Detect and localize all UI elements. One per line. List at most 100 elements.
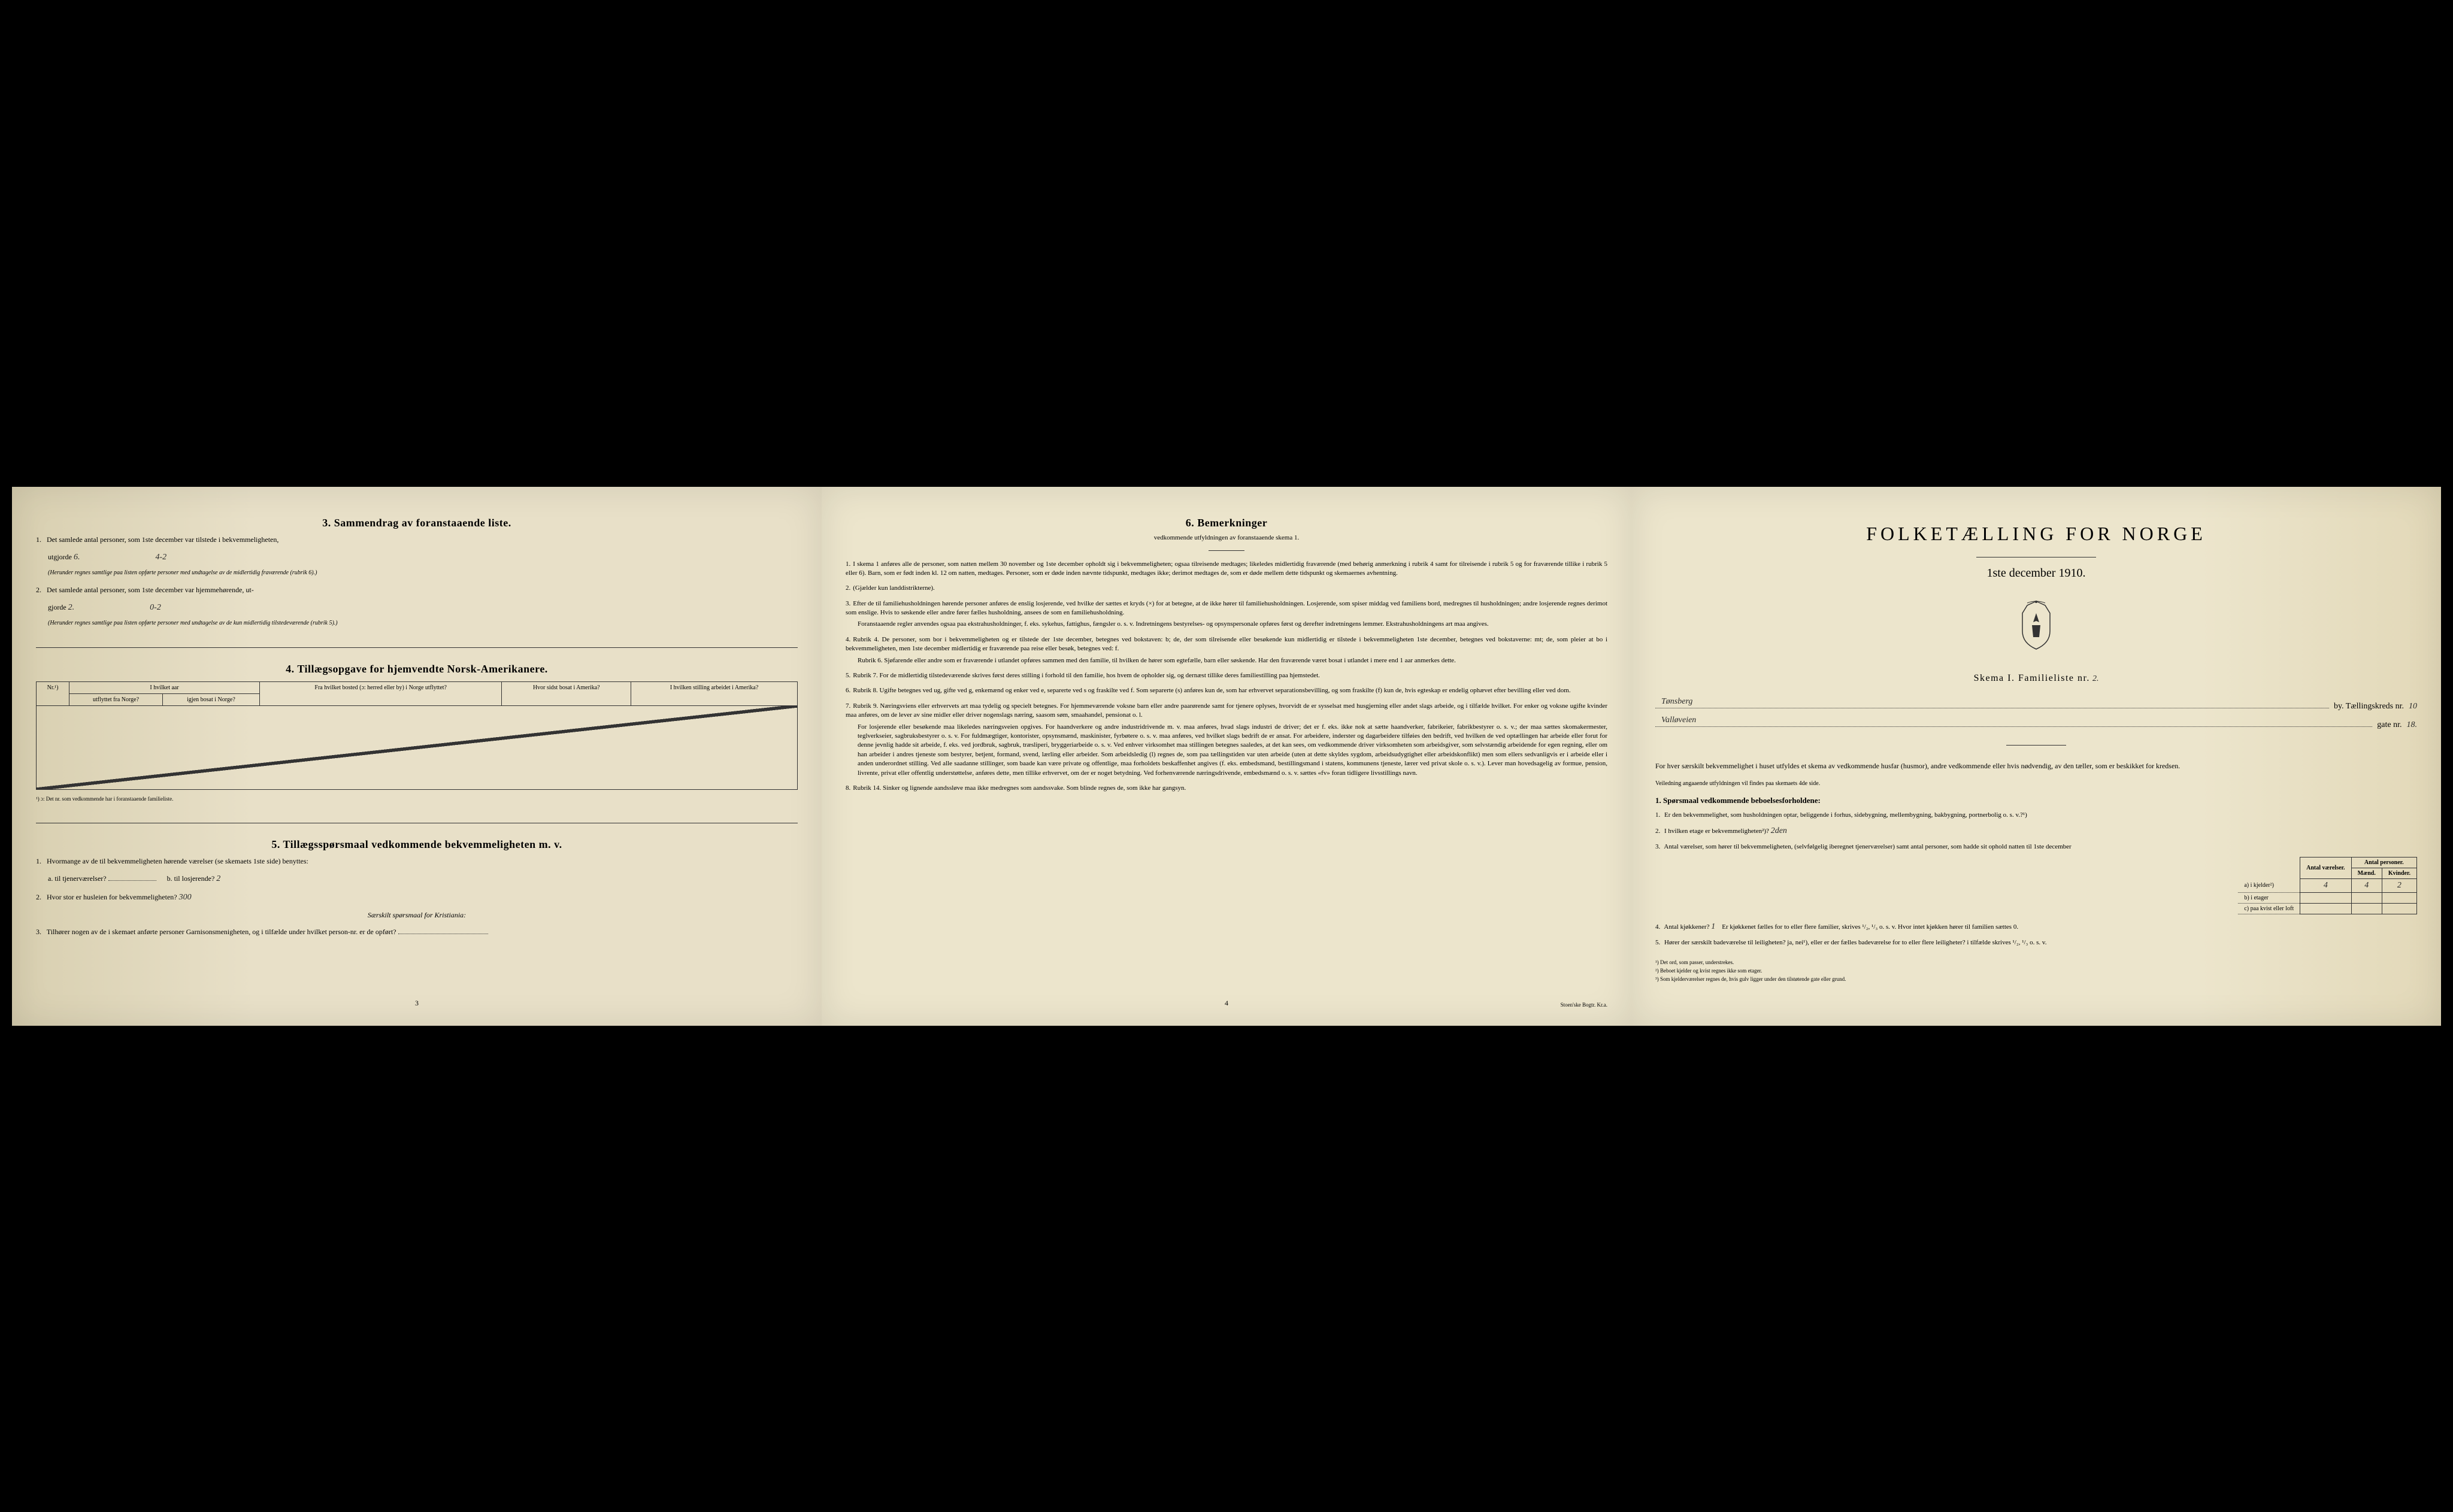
hw-1b: 4-2 (156, 553, 167, 562)
sec1-title: 1. Spørsmaal vedkommende beboelsesforhol… (1655, 796, 2417, 805)
th-bosted: Fra hvilket bosted (ɔ: herred eller by) … (260, 681, 502, 705)
item-1: 1. Det samlede antal personer, som 1ste … (36, 534, 798, 545)
section-6-subtitle: vedkommende utfyldningen av foranstaaend… (846, 534, 1607, 541)
city-line: Tønsberg by. Tællingskreds nr. 10 (1655, 702, 2417, 711)
item-2: 2. Det samlede antal personer, som 1ste … (36, 584, 798, 595)
p3-q3: 3. Antal værelser, som hører til bekvemm… (1655, 842, 2417, 852)
q5-1-text: Hvormange av de til bekvemmeligheten hør… (47, 857, 308, 865)
q5-2-hw: 300 (179, 893, 192, 902)
p3-q2-hw: 2den (1771, 826, 1787, 835)
q5-3: 3. Tilhører nogen av de i skemaet anført… (36, 926, 798, 937)
kreds-hw: 10 (2409, 702, 2417, 711)
item-1-num: 1. (36, 535, 41, 544)
q5-1b: b. til losjerende? (167, 874, 215, 883)
th-utfl: utflyttet fra Norge? (69, 693, 163, 705)
page-1-number: 3 (12, 999, 822, 1008)
r1c1: 4 (2300, 878, 2351, 892)
th-kvin: Kvinder. (2382, 868, 2416, 878)
q5-1: 1. Hvormange av de til bekvemmeligheten … (36, 856, 798, 866)
remarks-item: 6.Rubrik 8. Ugifte betegnes ved ug, gift… (846, 686, 1607, 695)
remarks-list: 1.I skema 1 anføres alle de personer, so… (846, 560, 1607, 793)
p3-q4-text: Antal kjøkkener? (1664, 923, 1709, 931)
page-2: 6. Bemerkninger vedkommende utfyldningen… (822, 487, 1631, 1026)
coat-of-arms-icon (2015, 598, 2057, 652)
p3-q1: 1. Er den bekvemmelighet, som husholdnin… (1655, 810, 2417, 820)
section-3: 3. Sammendrag av foranstaaende liste. 1.… (36, 517, 798, 626)
p3-q4-hw: 1 (1711, 922, 1715, 931)
th-stilling: I hvilken stilling arbeidet i Amerika? (631, 681, 798, 705)
p3-q2: 2. I hvilken etage er bekvemmeligheten²)… (1655, 825, 2417, 837)
gate-hw: 18. (2407, 720, 2418, 730)
section-5-title: 5. Tillægsspørsmaal vedkommende bekvemme… (36, 838, 798, 851)
divider-5 (2006, 745, 2066, 746)
footnotes-3: ¹) Det ord, som passer, understrekes. ²)… (1655, 959, 2417, 983)
q5-kristiania: Særskilt spørsmaal for Kristiania: (36, 910, 798, 920)
schema-label: Skema I. Familieliste nr. (1974, 673, 2090, 683)
th-mand: Mænd. (2351, 868, 2382, 878)
q5-1b-hw: 2 (216, 874, 220, 883)
p3-q1-text: Er den bekvemmelighet, som husholdningen… (1664, 811, 2027, 819)
item-1-text: Det samlede antal personer, som 1ste dec… (47, 535, 278, 544)
page-1: 3. Sammendrag av foranstaaende liste. 1.… (12, 487, 822, 1026)
page-2-number: 4 (822, 999, 1631, 1008)
crest (1655, 598, 2417, 655)
th-vaer: Antal værelser. (2300, 857, 2351, 878)
document-container: 3. Sammendrag av foranstaaende liste. 1.… (12, 487, 2441, 1026)
p3-q4: 4. Antal kjøkkener? 1 Er kjøkkenet fælle… (1655, 920, 2417, 933)
gjorde-2: gjorde (48, 603, 66, 611)
page-3: FOLKETÆLLING FOR NORGE 1ste december 191… (1631, 487, 2441, 1026)
remarks-item: 1.I skema 1 anføres alle de personer, so… (846, 560, 1607, 578)
item-1-note: (Herunder regnes samtlige paa listen opf… (48, 569, 798, 576)
section-4-title: 4. Tillægsopgave for hjemvendte Norsk-Am… (36, 663, 798, 675)
row-c-label: c) paa kvist eller loft (2238, 903, 2300, 914)
row-a-label: a) i kjelder²) (2238, 878, 2300, 892)
diagonal-strikeout (37, 705, 798, 789)
divider-3 (1209, 550, 1244, 551)
remarks-item: 4.Rubrik 4. De personer, som bor i bekve… (846, 635, 1607, 665)
schema-line: Skema I. Familieliste nr. 2. (1655, 673, 2417, 684)
gate-label: gate nr. (2377, 720, 2401, 730)
th-pers: Antal personer. (2351, 857, 2416, 868)
th-aar: I hvilket aar (69, 681, 260, 693)
th-igjen: igjen bosat i Norge? (162, 693, 259, 705)
q5-1ab: a. til tjenerværelser? b. til losjerende… (48, 872, 798, 885)
fn-2: ²) Beboet kjelder og kvist regnes ikke s… (1655, 968, 2417, 975)
street-line: Valløveien gate nr. 18. (1655, 720, 2417, 730)
item-2-line2: gjorde 2. 0-2 (48, 601, 798, 614)
section-3-title: 3. Sammendrag av foranstaaende liste. (36, 517, 798, 529)
street-hw: Valløveien (1661, 716, 1696, 725)
p3-q3-text: Antal værelser, som hører til bekvemmeli… (1664, 843, 2071, 850)
section-4-footnote: ¹) ɔ: Det nr. som vedkommende har i fora… (36, 796, 798, 802)
item-2-num: 2. (36, 586, 41, 594)
remarks-item: 7.Rubrik 9. Næringsviens eller erhvervet… (846, 702, 1607, 778)
q5-3-text: Tilhører nogen av de i skemaet anførte p… (47, 928, 396, 936)
r1c3: 2 (2382, 878, 2416, 892)
hw-2b: 0-2 (150, 603, 161, 612)
th-sidst: Hvor sidst bosat i Amerika? (502, 681, 631, 705)
intro-1: For hver særskilt bekvemmelighet i huset… (1655, 760, 2417, 772)
remarks-item: 5.Rubrik 7. For de midlertidig tilstedev… (846, 671, 1607, 680)
schema-hw: 2. (2092, 674, 2099, 683)
printer-mark: Stoen'ske Bogtr. Kr.a. (1561, 1002, 1607, 1008)
main-title: FOLKETÆLLING FOR NORGE (1655, 523, 2417, 545)
hw-1a: 6. (74, 553, 80, 562)
remarks-item: 8.Rubrik 14. Sinker og lignende aandsslø… (846, 784, 1607, 793)
item-1-line2: utgjorde 6. 4-2 (48, 551, 798, 563)
p3-q4-rest: Er kjøkkenet fælles for to eller flere f… (1722, 923, 2018, 931)
remarks-item: 2.(Gjælder kun landdistrikterne). (846, 584, 1607, 593)
hw-2a: 2. (68, 603, 75, 612)
row-b-label: b) i etager (2238, 892, 2300, 903)
p3-q5: 5. Hører der særskilt badeværelse til le… (1655, 938, 2417, 948)
main-date: 1ste december 1910. (1655, 566, 2417, 580)
p3-q5-text: Hører der særskilt badeværelse til leili… (1664, 939, 2046, 946)
amerika-table: Nr.¹) I hvilket aar Fra hvilket bosted (… (36, 681, 798, 790)
antal-table: Antal værelser. Antal personer. Mænd. Kv… (2238, 857, 2417, 914)
intro-2: Veiledning angaaende utfyldningen vil fi… (1655, 779, 2417, 789)
section-4: 4. Tillægsopgave for hjemvendte Norsk-Am… (36, 663, 798, 802)
q5-1a: a. til tjenerværelser? (48, 874, 107, 883)
q5-2-text: Hvor stor er husleien for bekvemmelighet… (47, 893, 177, 901)
divider-1 (36, 647, 798, 648)
th-nr: Nr.¹) (37, 681, 69, 705)
city-suffix: by. Tællingskreds nr. (2334, 702, 2404, 711)
fn-3: ³) Som kjelderværelser regnes de, hvis g… (1655, 976, 2417, 983)
